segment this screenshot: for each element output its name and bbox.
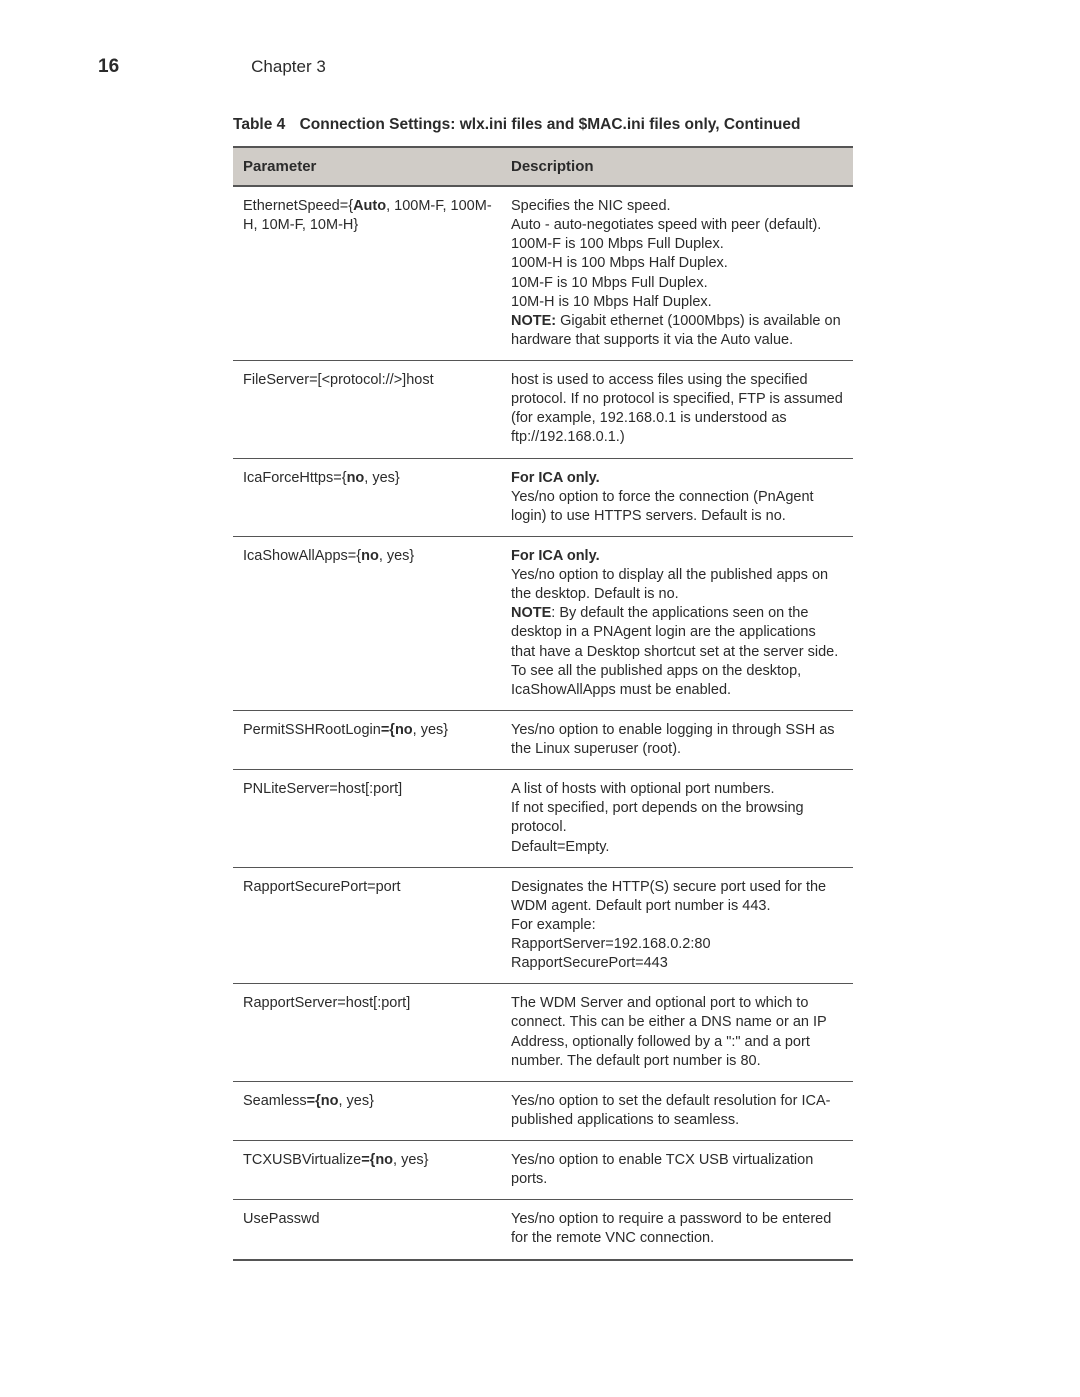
table-row: PNLiteServer=host[:port]A list of hosts … xyxy=(233,770,853,868)
cell-parameter: RapportServer=host[:port] xyxy=(233,984,501,1082)
cell-description: Yes/no option to set the default resolut… xyxy=(501,1081,853,1140)
table-row: RapportServer=host[:port]The WDM Server … xyxy=(233,984,853,1082)
cell-parameter: FileServer=[<protocol://>]host xyxy=(233,361,501,459)
cell-description: Yes/no option to require a password to b… xyxy=(501,1200,853,1260)
cell-description: Yes/no option to enable logging in throu… xyxy=(501,710,853,769)
table-row: TCXUSBVirtualize={no, yes}Yes/no option … xyxy=(233,1141,853,1200)
cell-parameter: PNLiteServer=host[:port] xyxy=(233,770,501,868)
cell-parameter: RapportSecurePort=port xyxy=(233,867,501,984)
table-row: IcaShowAllApps={no, yes}For ICA only.Yes… xyxy=(233,536,853,710)
page: 16 Chapter 3 Table 4 Connection Settings… xyxy=(0,0,1080,1397)
table-row: Seamless={no, yes}Yes/no option to set t… xyxy=(233,1081,853,1140)
cell-parameter: IcaShowAllApps={no, yes} xyxy=(233,536,501,710)
cell-description: host is used to access files using the s… xyxy=(501,361,853,459)
cell-description: For ICA only.Yes/no option to force the … xyxy=(501,458,853,536)
cell-parameter: EthernetSpeed={Auto, 100M-F, 100M-H, 10M… xyxy=(233,186,501,361)
cell-parameter: UsePasswd xyxy=(233,1200,501,1260)
col-parameter: Parameter xyxy=(233,147,501,186)
table-header-row: Parameter Description xyxy=(233,147,853,186)
col-description: Description xyxy=(501,147,853,186)
cell-description: For ICA only.Yes/no option to display al… xyxy=(501,536,853,710)
page-header: 16 Chapter 3 xyxy=(98,56,860,78)
table-row: IcaForceHttps={no, yes}For ICA only.Yes/… xyxy=(233,458,853,536)
settings-table: Parameter Description EthernetSpeed={Aut… xyxy=(233,146,853,1261)
cell-parameter: IcaForceHttps={no, yes} xyxy=(233,458,501,536)
table-caption: Table 4 Connection Settings: wlx.ini fil… xyxy=(233,116,860,134)
cell-parameter: PermitSSHRootLogin={no, yes} xyxy=(233,710,501,769)
chapter-label: Chapter 3 xyxy=(251,57,326,77)
cell-description: Specifies the NIC speed.Auto - auto-nego… xyxy=(501,186,853,361)
cell-description: A list of hosts with optional port numbe… xyxy=(501,770,853,868)
table-section: Table 4 Connection Settings: wlx.ini fil… xyxy=(233,116,860,1261)
table-row: EthernetSpeed={Auto, 100M-F, 100M-H, 10M… xyxy=(233,186,853,361)
cell-parameter: Seamless={no, yes} xyxy=(233,1081,501,1140)
table-row: UsePasswdYes/no option to require a pass… xyxy=(233,1200,853,1260)
cell-description: The WDM Server and optional port to whic… xyxy=(501,984,853,1082)
cell-parameter: TCXUSBVirtualize={no, yes} xyxy=(233,1141,501,1200)
cell-description: Designates the HTTP(S) secure port used … xyxy=(501,867,853,984)
cell-description: Yes/no option to enable TCX USB virtuali… xyxy=(501,1141,853,1200)
table-row: PermitSSHRootLogin={no, yes}Yes/no optio… xyxy=(233,710,853,769)
table-number: Table 4 xyxy=(233,116,285,133)
page-number: 16 xyxy=(98,56,119,78)
table-row: FileServer=[<protocol://>]hosthost is us… xyxy=(233,361,853,459)
table-row: RapportSecurePort=portDesignates the HTT… xyxy=(233,867,853,984)
table-title-text: Connection Settings: wlx.ini files and $… xyxy=(300,116,801,133)
table-body: EthernetSpeed={Auto, 100M-F, 100M-H, 10M… xyxy=(233,186,853,1260)
